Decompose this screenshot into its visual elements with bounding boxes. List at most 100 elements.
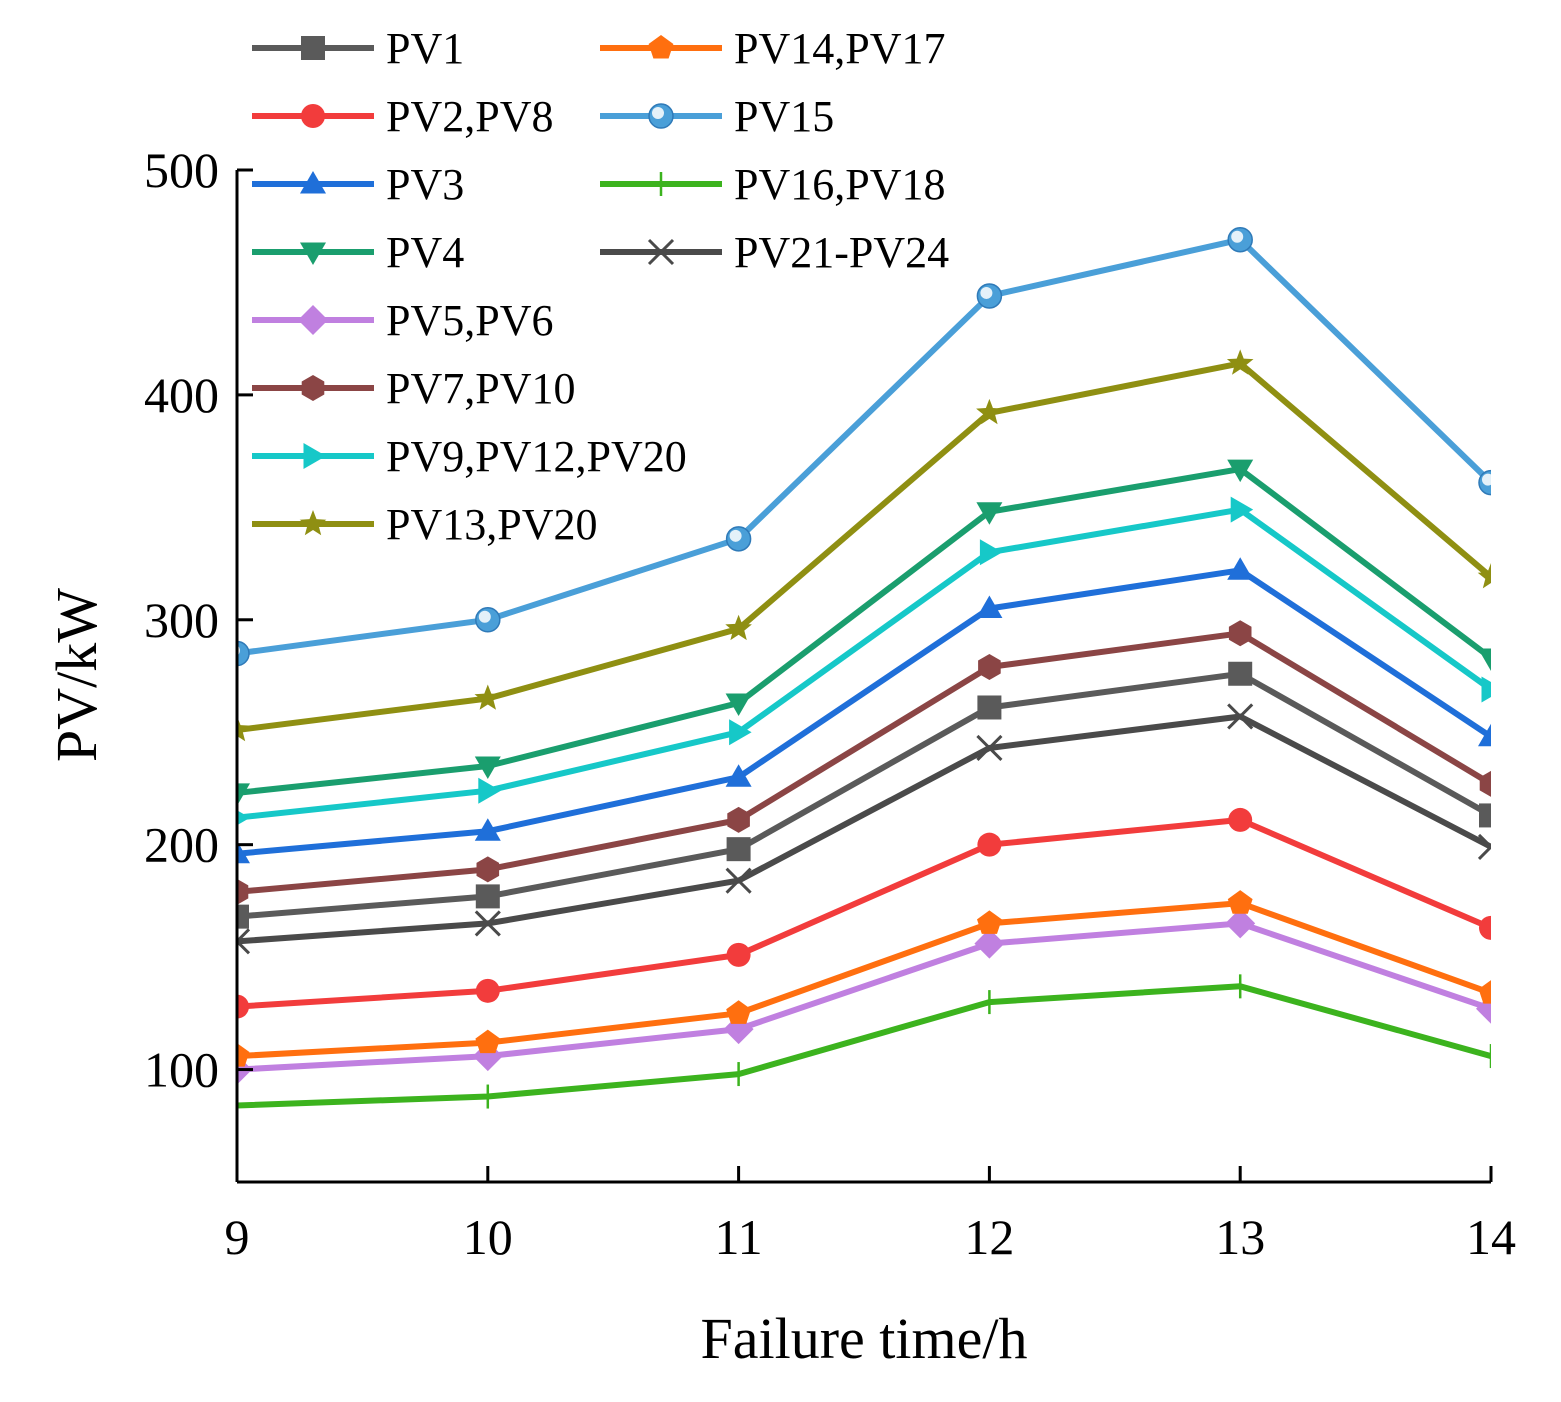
- series-line-pv4: [237, 466, 1491, 796]
- series-line-pv16-pv18: [237, 983, 1491, 1109]
- data-point-pv4-13: [1227, 459, 1254, 483]
- legend-marker-pv16-pv18: [656, 172, 666, 196]
- legend-item-pv9-pv12-pv20: PV9,PV12,PV20: [252, 432, 687, 481]
- data-point-pv7-pv10-11: [727, 806, 750, 833]
- data-point-pv16-pv18-14: [1486, 1044, 1491, 1069]
- data-point-pv2-pv8-14: [1479, 915, 1491, 940]
- legend-label: PV1: [386, 24, 464, 73]
- y-tick-label: 300: [144, 592, 219, 648]
- series-line-pv14-pv17: [237, 900, 1491, 1060]
- data-point-pv3-14: [1478, 723, 1491, 747]
- data-point-pv15-12: [976, 283, 1003, 309]
- legend-item-pv7-pv10: PV7,PV10: [252, 364, 576, 413]
- y-tick-label: 500: [144, 142, 219, 198]
- legend-item-pv13-pv20: PV13,PV20: [252, 500, 598, 549]
- data-point-pv5-pv6-12: [974, 928, 1005, 959]
- series-pv14-pv17: [237, 890, 1491, 1067]
- x-tick-label: 10: [463, 1209, 513, 1265]
- data-point-pv21-pv24-9: [237, 928, 251, 955]
- series-line-pv9-pv12-pv20: [237, 506, 1491, 821]
- data-point-pv16-pv18-10: [482, 1084, 493, 1109]
- data-point-pv1-11: [726, 837, 751, 862]
- data-point-pv21-pv24-11: [725, 867, 752, 894]
- data-point-pv2-pv8-11: [726, 942, 751, 967]
- legend-label: PV3: [386, 160, 464, 209]
- data-point-pv3-13: [1227, 557, 1254, 580]
- data-point-pv1-9: [237, 904, 249, 929]
- series-layer: [237, 226, 1491, 1118]
- data-point-pv1-10: [475, 884, 500, 909]
- series-pv2-pv8: [237, 807, 1491, 1019]
- data-point-pv1-14: [1479, 803, 1491, 828]
- data-point-pv5-pv6-13: [1225, 908, 1256, 939]
- legend-marker-pv5-pv6: [298, 305, 328, 335]
- data-point-pv16-pv18-12: [984, 990, 995, 1015]
- series-pv15: [237, 226, 1491, 667]
- data-point-pv3-10: [474, 818, 501, 841]
- y-tick-label: 100: [144, 1042, 219, 1098]
- data-point-pv9-pv12-pv20-10: [478, 777, 501, 804]
- series-pv21-pv24: [237, 703, 1491, 955]
- data-point-pv21-pv24-12: [976, 734, 1003, 762]
- data-point-pv15-10: [475, 607, 501, 633]
- x-tick-label: 9: [225, 1209, 250, 1265]
- series-pv1: [237, 661, 1491, 929]
- y-tick-label: 200: [144, 817, 219, 873]
- series-pv3: [237, 557, 1491, 864]
- data-point-pv9-pv12-pv20-13: [1230, 496, 1254, 523]
- legend-item-pv15: PV15: [600, 92, 834, 141]
- data-point-pv14-pv17-9: [237, 1043, 250, 1067]
- data-point-pv13-pv20-9: [237, 716, 251, 742]
- data-point-pv21-pv24-10: [474, 910, 501, 937]
- data-point-pv2-pv8-9: [237, 994, 249, 1019]
- legend-marker-pv4: [300, 242, 326, 265]
- x-tick-label: 12: [964, 1209, 1014, 1265]
- series-line-pv7-pv10: [237, 630, 1491, 895]
- series-line-pv1: [237, 670, 1491, 920]
- legend-marker-pv13-pv20: [299, 510, 327, 536]
- data-point-pv14-pv17-13: [1227, 890, 1253, 914]
- legend-item-pv14-pv17: PV14,PV17: [600, 24, 946, 73]
- legend-marker-pv9-pv12-pv20: [303, 443, 326, 469]
- legend-label: PV5,PV6: [386, 296, 554, 345]
- series-pv4: [237, 459, 1491, 806]
- data-point-pv13-pv20-12: [976, 398, 1003, 425]
- series-line-pv3: [237, 567, 1491, 857]
- legend-label: PV14,PV17: [734, 24, 946, 73]
- data-point-pv4-11: [725, 693, 752, 716]
- legend-label: PV21-PV24: [734, 228, 949, 277]
- legend-label: PV13,PV20: [386, 500, 598, 549]
- legend-item-pv21-pv24: PV21-PV24: [600, 228, 949, 277]
- data-point-pv21-pv24-13: [1227, 703, 1254, 730]
- legend-label: PV9,PV12,PV20: [386, 432, 687, 481]
- legend-label: PV2,PV8: [386, 92, 554, 141]
- legend-marker-pv1: [301, 36, 325, 60]
- legend-marker-pv21-pv24: [647, 238, 675, 266]
- legend-label: PV16,PV18: [734, 160, 946, 209]
- data-point-pv13-pv20-11: [725, 614, 752, 641]
- series-line-pv13-pv20: [237, 360, 1491, 733]
- data-point-pv2-pv8-12: [977, 832, 1002, 857]
- legend-marker-pv2-pv8: [301, 104, 325, 128]
- data-point-pv9-pv12-pv20-9: [237, 810, 250, 826]
- data-point-pv9-pv12-pv20-14: [1481, 676, 1491, 703]
- data-point-pv14-pv17-11: [726, 1000, 751, 1024]
- data-point-pv7-pv10-14: [1479, 770, 1491, 797]
- data-point-pv14-pv17-12: [977, 910, 1002, 934]
- data-point-pv13-pv20-13: [1226, 349, 1254, 375]
- data-point-pv14-pv17-10: [475, 1029, 501, 1054]
- y-tick-label: 400: [144, 367, 219, 423]
- series-line-pv2-pv8: [237, 816, 1491, 1010]
- series-line-pv5-pv6: [237, 920, 1491, 1073]
- x-tick-label: 13: [1215, 1209, 1265, 1265]
- legend-item-pv3: PV3: [252, 160, 464, 209]
- series-pv13-pv20: [237, 349, 1491, 742]
- legend-item-pv5-pv6: PV5,PV6: [252, 296, 554, 345]
- legend-item-pv2-pv8: PV2,PV8: [252, 92, 554, 141]
- series-pv9-pv12-pv20: [237, 496, 1491, 826]
- series-pv16-pv18: [237, 974, 1491, 1118]
- legend-item-pv4: PV4: [252, 228, 464, 277]
- series-line-pv15: [237, 236, 1491, 657]
